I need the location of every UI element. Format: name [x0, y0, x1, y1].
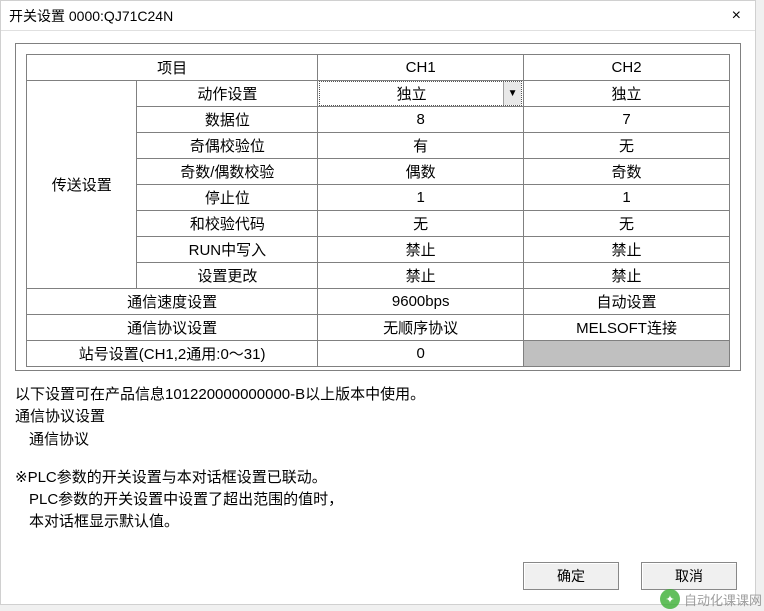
cell-ch1[interactable]: 1: [318, 185, 524, 211]
dropdown-value: 独立: [320, 83, 503, 104]
cell-ch2[interactable]: 无: [524, 211, 730, 237]
table-row: 通信速度设置 9600bps 自动设置: [27, 289, 730, 315]
note-line: 本对话框显示默认值。: [15, 512, 741, 532]
cell-disabled: [524, 341, 730, 367]
window-title: 开关设置 0000:QJ71C24N: [9, 6, 173, 26]
note-line: PLC参数的开关设置中设置了超出范围的值时，: [15, 490, 741, 510]
settings-table: 项目 CH1 CH2 传送设置 动作设置 独立 ▼ 独立: [26, 54, 730, 367]
row-label: 奇偶校验位: [137, 133, 318, 159]
cell-ch2[interactable]: 无: [524, 133, 730, 159]
cell-ch2[interactable]: 1: [524, 185, 730, 211]
cell-ch1[interactable]: 禁止: [318, 263, 524, 289]
row-label: 数据位: [137, 107, 318, 133]
dialog-window: 开关设置 0000:QJ71C24N × 项目 CH1 CH2 传送设置: [0, 0, 756, 605]
chevron-down-icon[interactable]: ▼: [503, 82, 521, 105]
watermark-text: 自动化课课网: [684, 590, 762, 609]
cell-ch2[interactable]: 独立: [524, 81, 730, 107]
group-cell: 传送设置: [27, 81, 137, 289]
row-label: 通信协议设置: [27, 315, 318, 341]
cell-ch2[interactable]: 7: [524, 107, 730, 133]
note-line: 以下设置可在产品信息101220000000000-B以上版本中使用。: [15, 385, 741, 405]
table-row: 通信协议设置 无顺序协议 MELSOFT连接: [27, 315, 730, 341]
note-line: 通信协议: [15, 430, 741, 450]
header-ch1: CH1: [318, 55, 524, 81]
row-label: 停止位: [137, 185, 318, 211]
notes-block: 以下设置可在产品信息101220000000000-B以上版本中使用。 通信协议…: [1, 371, 755, 533]
cell-ch1[interactable]: 9600bps: [318, 289, 524, 315]
row-label: 设置更改: [137, 263, 318, 289]
watermark: ✦ 自动化课课网: [660, 589, 762, 609]
cell-ch2[interactable]: 禁止: [524, 237, 730, 263]
row-label: 动作设置: [137, 81, 318, 107]
table-row: 站号设置(CH1,2通用:0～31) 0: [27, 341, 730, 367]
table-row: 传送设置 动作设置 独立 ▼ 独立: [27, 81, 730, 107]
titlebar: 开关设置 0000:QJ71C24N ×: [1, 1, 755, 31]
footer-buttons: 确定 取消: [523, 562, 737, 590]
cancel-button[interactable]: 取消: [641, 562, 737, 590]
close-icon[interactable]: ×: [726, 7, 747, 25]
cell-ch1[interactable]: 8: [318, 107, 524, 133]
cell-ch2[interactable]: 禁止: [524, 263, 730, 289]
cell-ch1[interactable]: 无: [318, 211, 524, 237]
cell-ch2[interactable]: 奇数: [524, 159, 730, 185]
header-item: 项目: [27, 55, 318, 81]
cell-ch2[interactable]: MELSOFT连接: [524, 315, 730, 341]
header-row: 项目 CH1 CH2: [27, 55, 730, 81]
cell-ch1[interactable]: 偶数: [318, 159, 524, 185]
header-ch2: CH2: [524, 55, 730, 81]
note-line: 通信协议设置: [15, 407, 741, 427]
cell-ch1[interactable]: 禁止: [318, 237, 524, 263]
ok-button[interactable]: 确定: [523, 562, 619, 590]
note-line: ※PLC参数的开关设置与本对话框设置已联动。: [15, 468, 741, 488]
row-label: RUN中写入: [137, 237, 318, 263]
row-label: 奇数/偶数校验: [137, 159, 318, 185]
cell-ch1[interactable]: 独立 ▼: [318, 81, 524, 107]
row-label: 站号设置(CH1,2通用:0～31): [27, 341, 318, 367]
cell-value[interactable]: 0: [318, 341, 524, 367]
client-area: 项目 CH1 CH2 传送设置 动作设置 独立 ▼ 独立: [1, 31, 755, 371]
cell-ch2[interactable]: 自动设置: [524, 289, 730, 315]
row-label: 通信速度设置: [27, 289, 318, 315]
row-label: 和校验代码: [137, 211, 318, 237]
wechat-icon: ✦: [660, 589, 680, 609]
cell-ch1[interactable]: 有: [318, 133, 524, 159]
cell-ch1[interactable]: 无顺序协议: [318, 315, 524, 341]
settings-frame: 项目 CH1 CH2 传送设置 动作设置 独立 ▼ 独立: [15, 43, 741, 371]
